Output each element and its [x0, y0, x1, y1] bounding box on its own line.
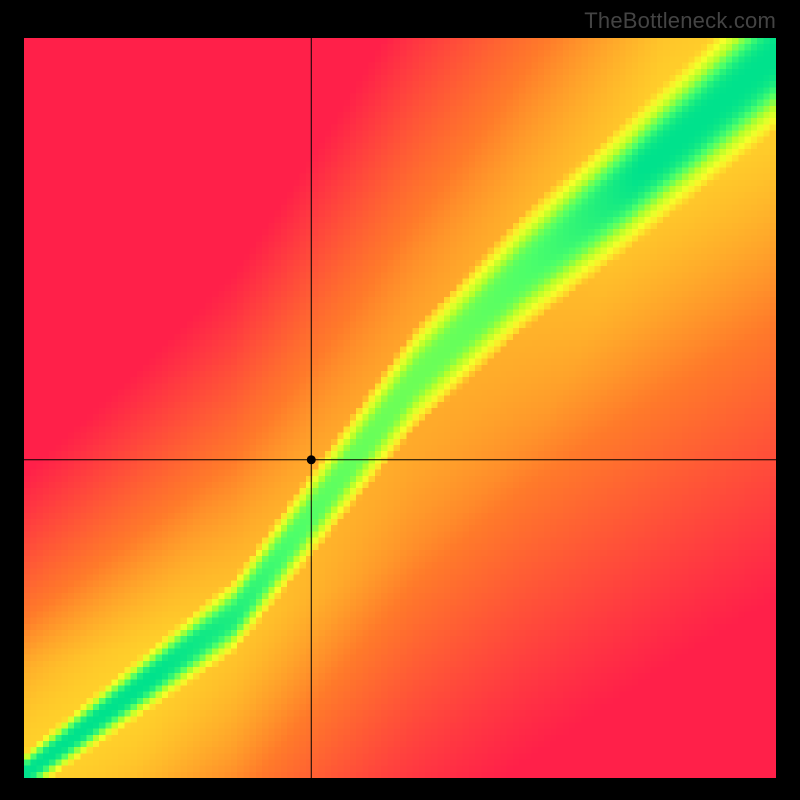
chart-container: TheBottleneck.com — [0, 0, 800, 800]
plot-area — [24, 38, 776, 778]
crosshair-dot — [307, 455, 316, 464]
crosshair-overlay — [24, 38, 776, 778]
watermark-label: TheBottleneck.com — [584, 8, 776, 34]
